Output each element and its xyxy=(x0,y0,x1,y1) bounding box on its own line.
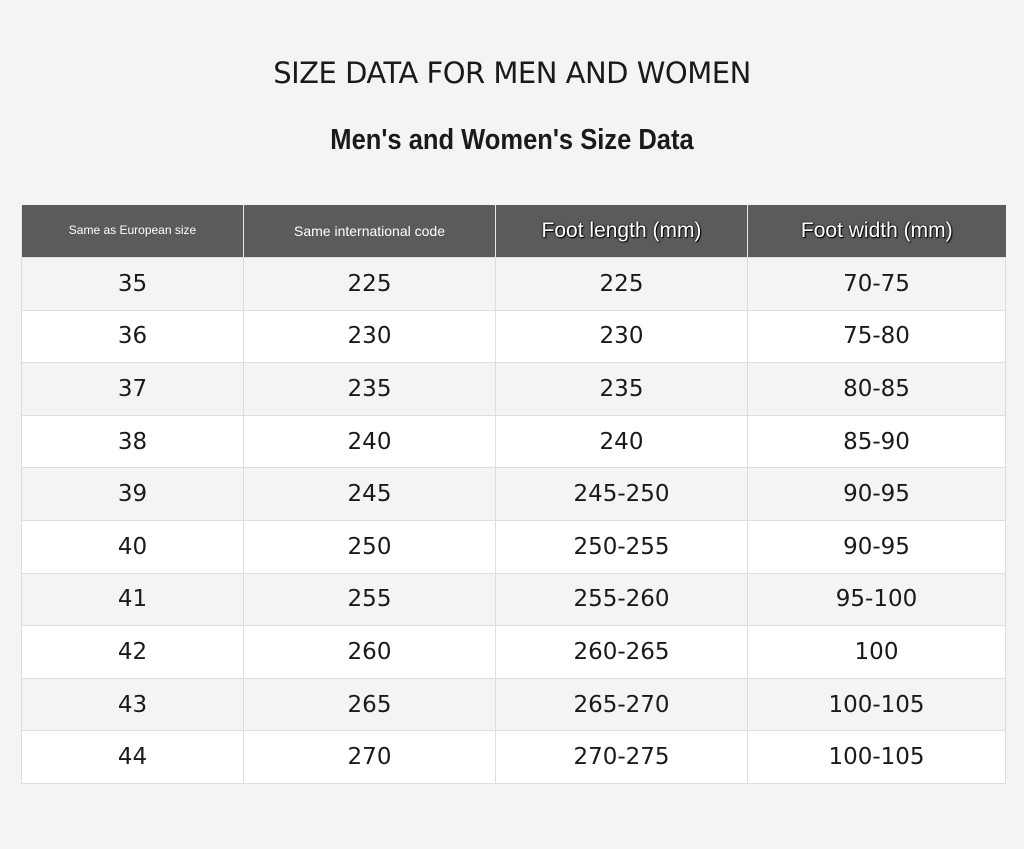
table-cell: 250 xyxy=(243,519,496,574)
table-head: Same as European size Same international … xyxy=(21,205,1006,258)
table-cell: 41 xyxy=(21,572,244,627)
table-cell: 240 xyxy=(243,414,496,469)
table-cell: 42 xyxy=(21,625,244,679)
table-cell: 235 xyxy=(243,362,496,416)
column-header: Same as European size xyxy=(21,205,244,258)
table-row: 38 240 240 85-90 xyxy=(21,414,1006,469)
table-cell: 260-265 xyxy=(495,625,748,679)
table-row: 36 230 230 75-80 xyxy=(21,309,1006,364)
table-cell: 265-270 xyxy=(495,677,748,732)
table-cell: 80-85 xyxy=(747,362,1006,416)
table-cell: 100-105 xyxy=(747,730,1006,784)
table-cell: 230 xyxy=(495,309,748,364)
table-cell: 90-95 xyxy=(747,467,1006,521)
table-cell: 255 xyxy=(243,572,496,627)
table-cell: 250-255 xyxy=(495,519,748,574)
table-cell: 100-105 xyxy=(747,677,1006,732)
table-row: 44 270 270-275 100-105 xyxy=(21,730,1006,784)
title: SIZE DATA FOR MEN AND WOMEN xyxy=(273,56,751,90)
table-row: 42 260 260-265 100 xyxy=(21,625,1006,679)
header-row: Same as European size Same international … xyxy=(21,205,1006,258)
table-row: 39 245 245-250 90-95 xyxy=(21,467,1006,521)
table-cell: 100 xyxy=(747,625,1006,679)
table-cell: 37 xyxy=(21,362,244,416)
table-cell: 95-100 xyxy=(747,572,1006,627)
column-header: Foot width (mm) xyxy=(747,205,1006,258)
table-cell: 225 xyxy=(495,257,748,311)
table-row: 40 250 250-255 90-95 xyxy=(21,519,1006,574)
table-cell: 75-80 xyxy=(747,309,1006,364)
table-cell: 255-260 xyxy=(495,572,748,627)
table-cell: 36 xyxy=(21,309,244,364)
table-cell: 70-75 xyxy=(747,257,1006,311)
table-cell: 240 xyxy=(495,414,748,469)
size-table: Same as European size Same international … xyxy=(21,205,1006,784)
table-cell: 40 xyxy=(21,519,244,574)
column-header: Foot length (mm) xyxy=(495,205,748,258)
table-cell: 260 xyxy=(243,625,496,679)
table-cell: 44 xyxy=(21,730,244,784)
table-cell: 85-90 xyxy=(747,414,1006,469)
table-cell: 270 xyxy=(243,730,496,784)
table-cell: 230 xyxy=(243,309,496,364)
table-cell: 270-275 xyxy=(495,730,748,784)
table-cell: 38 xyxy=(21,414,244,469)
table-body: 35 225 225 70-75 36 230 230 75-80 37 235 235 80-85 3… xyxy=(21,257,1006,784)
table-cell: 245 xyxy=(243,467,496,521)
table-row: 43 265 265-270 100-105 xyxy=(21,677,1006,732)
table-cell: 35 xyxy=(21,257,244,311)
subtitle: Men's and Women's Size Data xyxy=(330,124,694,156)
table-cell: 39 xyxy=(21,467,244,521)
table-cell: 265 xyxy=(243,677,496,732)
table-cell: 225 xyxy=(243,257,496,311)
table-cell: 245-250 xyxy=(495,467,748,521)
table-row: 41 255 255-260 95-100 xyxy=(21,572,1006,627)
table-row: 37 235 235 80-85 xyxy=(21,362,1006,416)
column-header: Same international code xyxy=(243,205,496,258)
table-row: 35 225 225 70-75 xyxy=(21,257,1006,311)
table-cell: 235 xyxy=(495,362,748,416)
table-cell: 90-95 xyxy=(747,519,1006,574)
table-cell: 43 xyxy=(21,677,244,732)
